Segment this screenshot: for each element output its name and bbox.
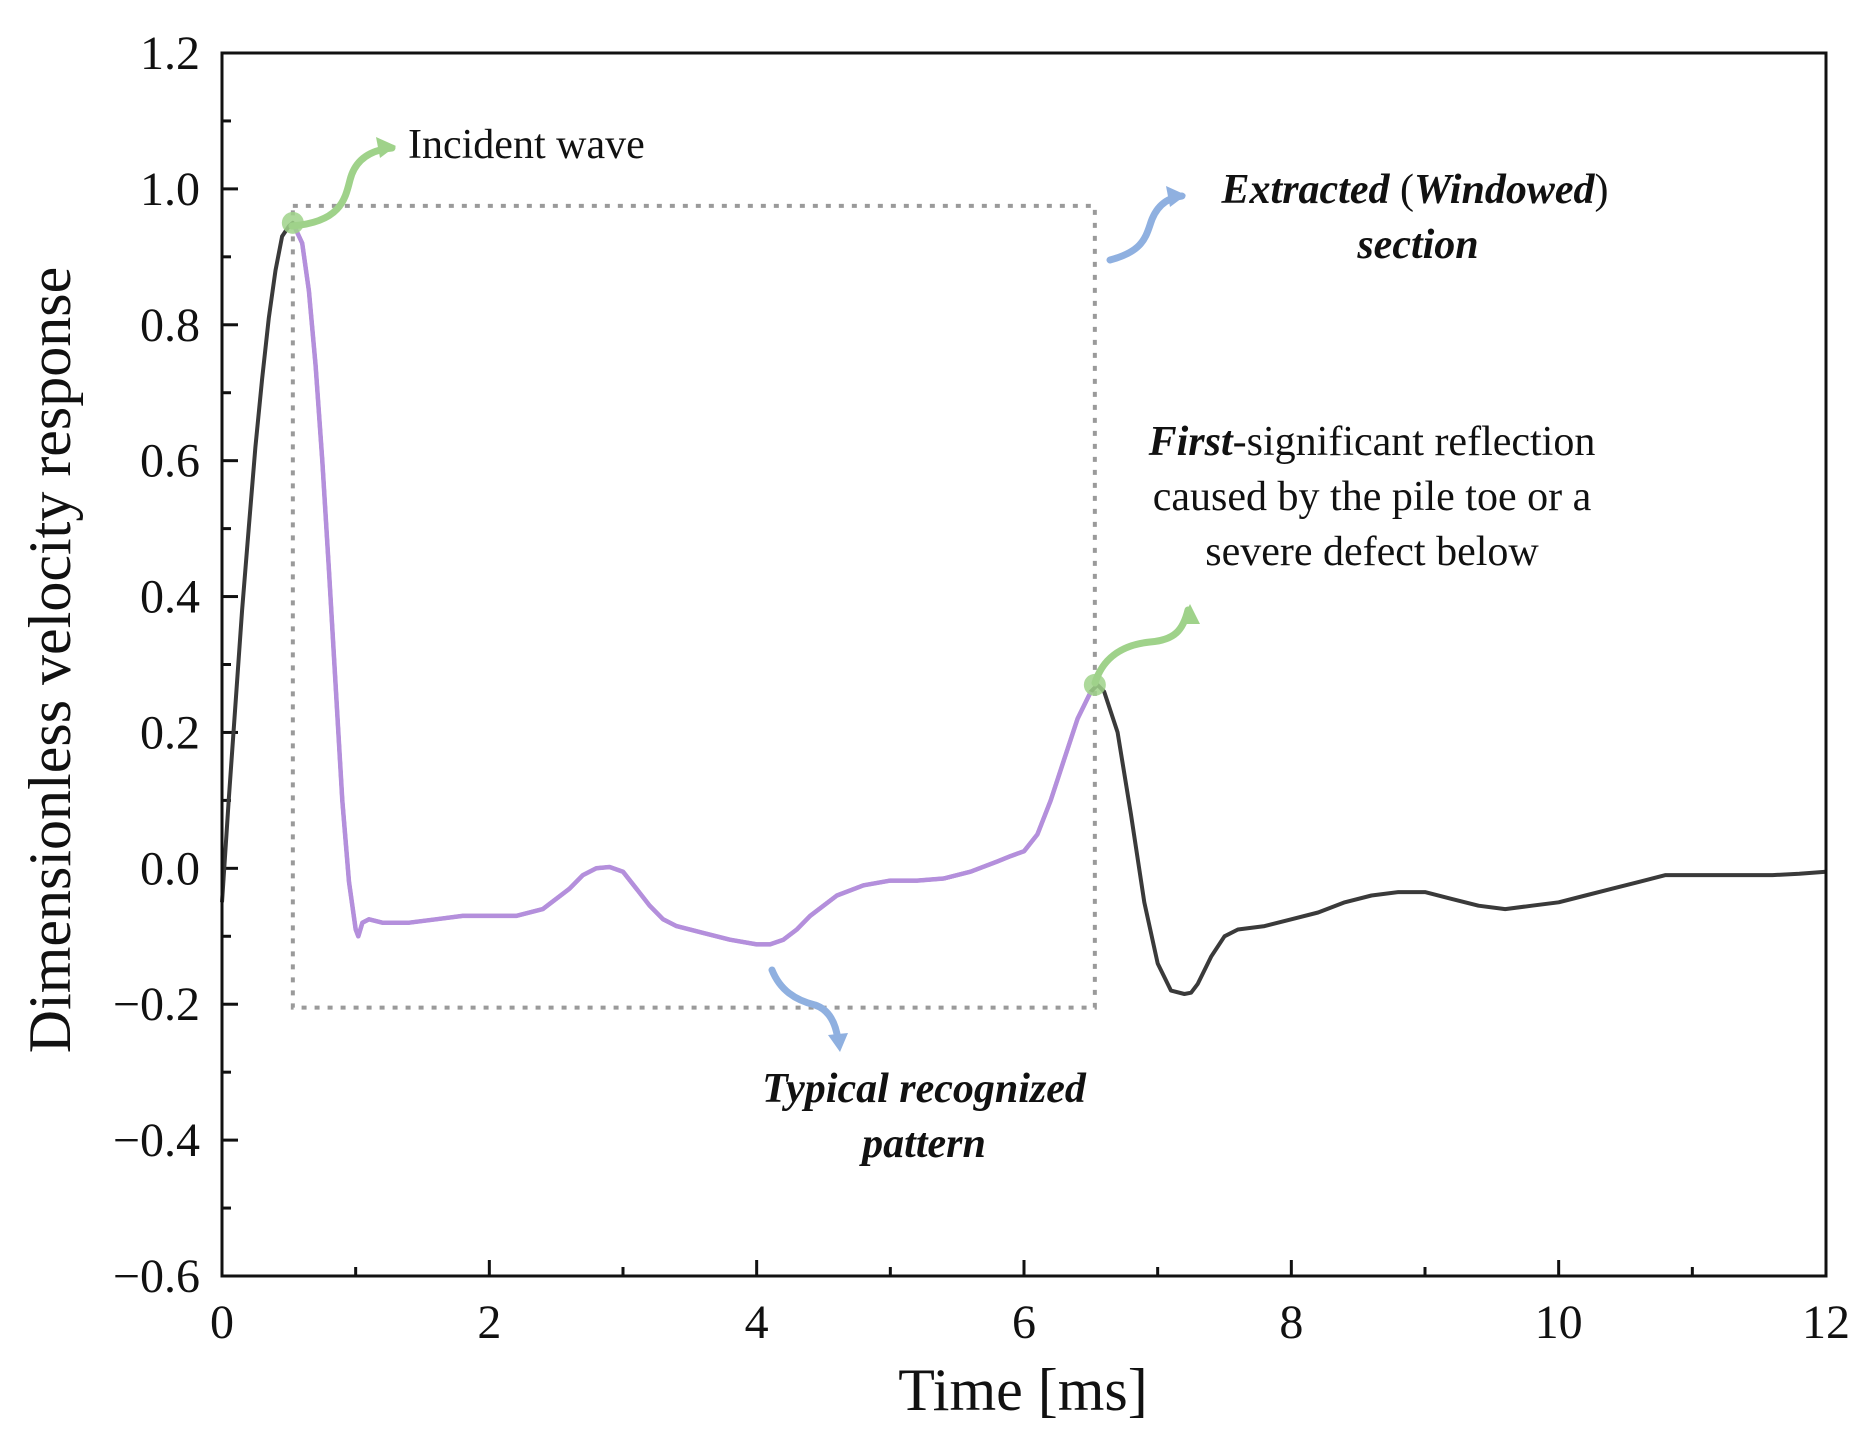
- annotation-incident-wave: Incident wave: [408, 122, 645, 168]
- annotation-extracted-section-line1: Extracted (Windowed): [1221, 167, 1609, 213]
- x-tick-label: 12: [1802, 1296, 1850, 1349]
- x-tick-label: 4: [745, 1296, 769, 1349]
- y-tick-label: 0.0: [140, 842, 200, 895]
- annotation-first-reflection-line3: severe defect below: [1205, 529, 1539, 575]
- windowed-section-box: [290, 203, 1097, 1010]
- series-line-windowed-section: [290, 221, 1093, 947]
- arrow-first-reflection: [1091, 604, 1200, 687]
- annotation-typical-pattern-line1: Typical recognized: [762, 1066, 1087, 1112]
- y-tick-label: −0.2: [113, 978, 200, 1031]
- arrow-typical-pattern: [768, 966, 848, 1052]
- plot-frame: [220, 51, 1828, 1278]
- markers: [281, 211, 1106, 696]
- annotation-windowed-bold: Windowed: [1414, 167, 1595, 213]
- annotation-extracted-paren-open: (: [1390, 167, 1415, 213]
- annotation-first-reflection-line1: First-significant reflection: [1148, 419, 1596, 465]
- x-tick-labels: 0 2 4 6 8 10 12: [210, 1296, 1850, 1349]
- annotation-first-rest: -significant reflection: [1233, 419, 1596, 465]
- y-tick-label: 0.6: [140, 435, 200, 488]
- arrow-extracted-section: [1106, 186, 1186, 264]
- annotation-extracted-bold: Extracted: [1221, 167, 1391, 213]
- y-tick-label: 1.0: [140, 163, 200, 216]
- annotation-typical-pattern-line2: pattern: [859, 1121, 986, 1167]
- y-tick-label: −0.6: [113, 1250, 200, 1303]
- y-tick-labels: −0.6 −0.4 −0.2 0.0 0.2 0.4 0.6 0.8 1.0 1.2: [113, 27, 200, 1303]
- annotation-extracted-paren-close: ): [1594, 167, 1608, 213]
- series-line-full-signal: [220, 220, 1827, 996]
- y-tick-label: 1.2: [140, 27, 200, 80]
- arrow-incident-wave: [288, 137, 396, 230]
- x-tick-label: 0: [210, 1296, 234, 1349]
- y-tick-label: 0.4: [140, 571, 200, 624]
- y-tick-label: 0.2: [140, 706, 200, 759]
- annotation-extracted-section-line2: section: [1356, 222, 1478, 268]
- x-axis-title: Time [ms]: [898, 1357, 1148, 1423]
- y-tick-label: −0.4: [113, 1114, 200, 1167]
- annotation-first-bold: First: [1148, 419, 1234, 465]
- x-tick-label: 2: [477, 1296, 501, 1349]
- x-tick-label: 6: [1012, 1296, 1036, 1349]
- y-tick-label: 0.8: [140, 299, 200, 352]
- annotation-first-reflection-line2: caused by the pile toe or a: [1153, 474, 1592, 520]
- x-tick-label: 10: [1535, 1296, 1583, 1349]
- y-axis-title: Dimensionless velocity response: [17, 267, 83, 1054]
- x-tick-label: 8: [1279, 1296, 1303, 1349]
